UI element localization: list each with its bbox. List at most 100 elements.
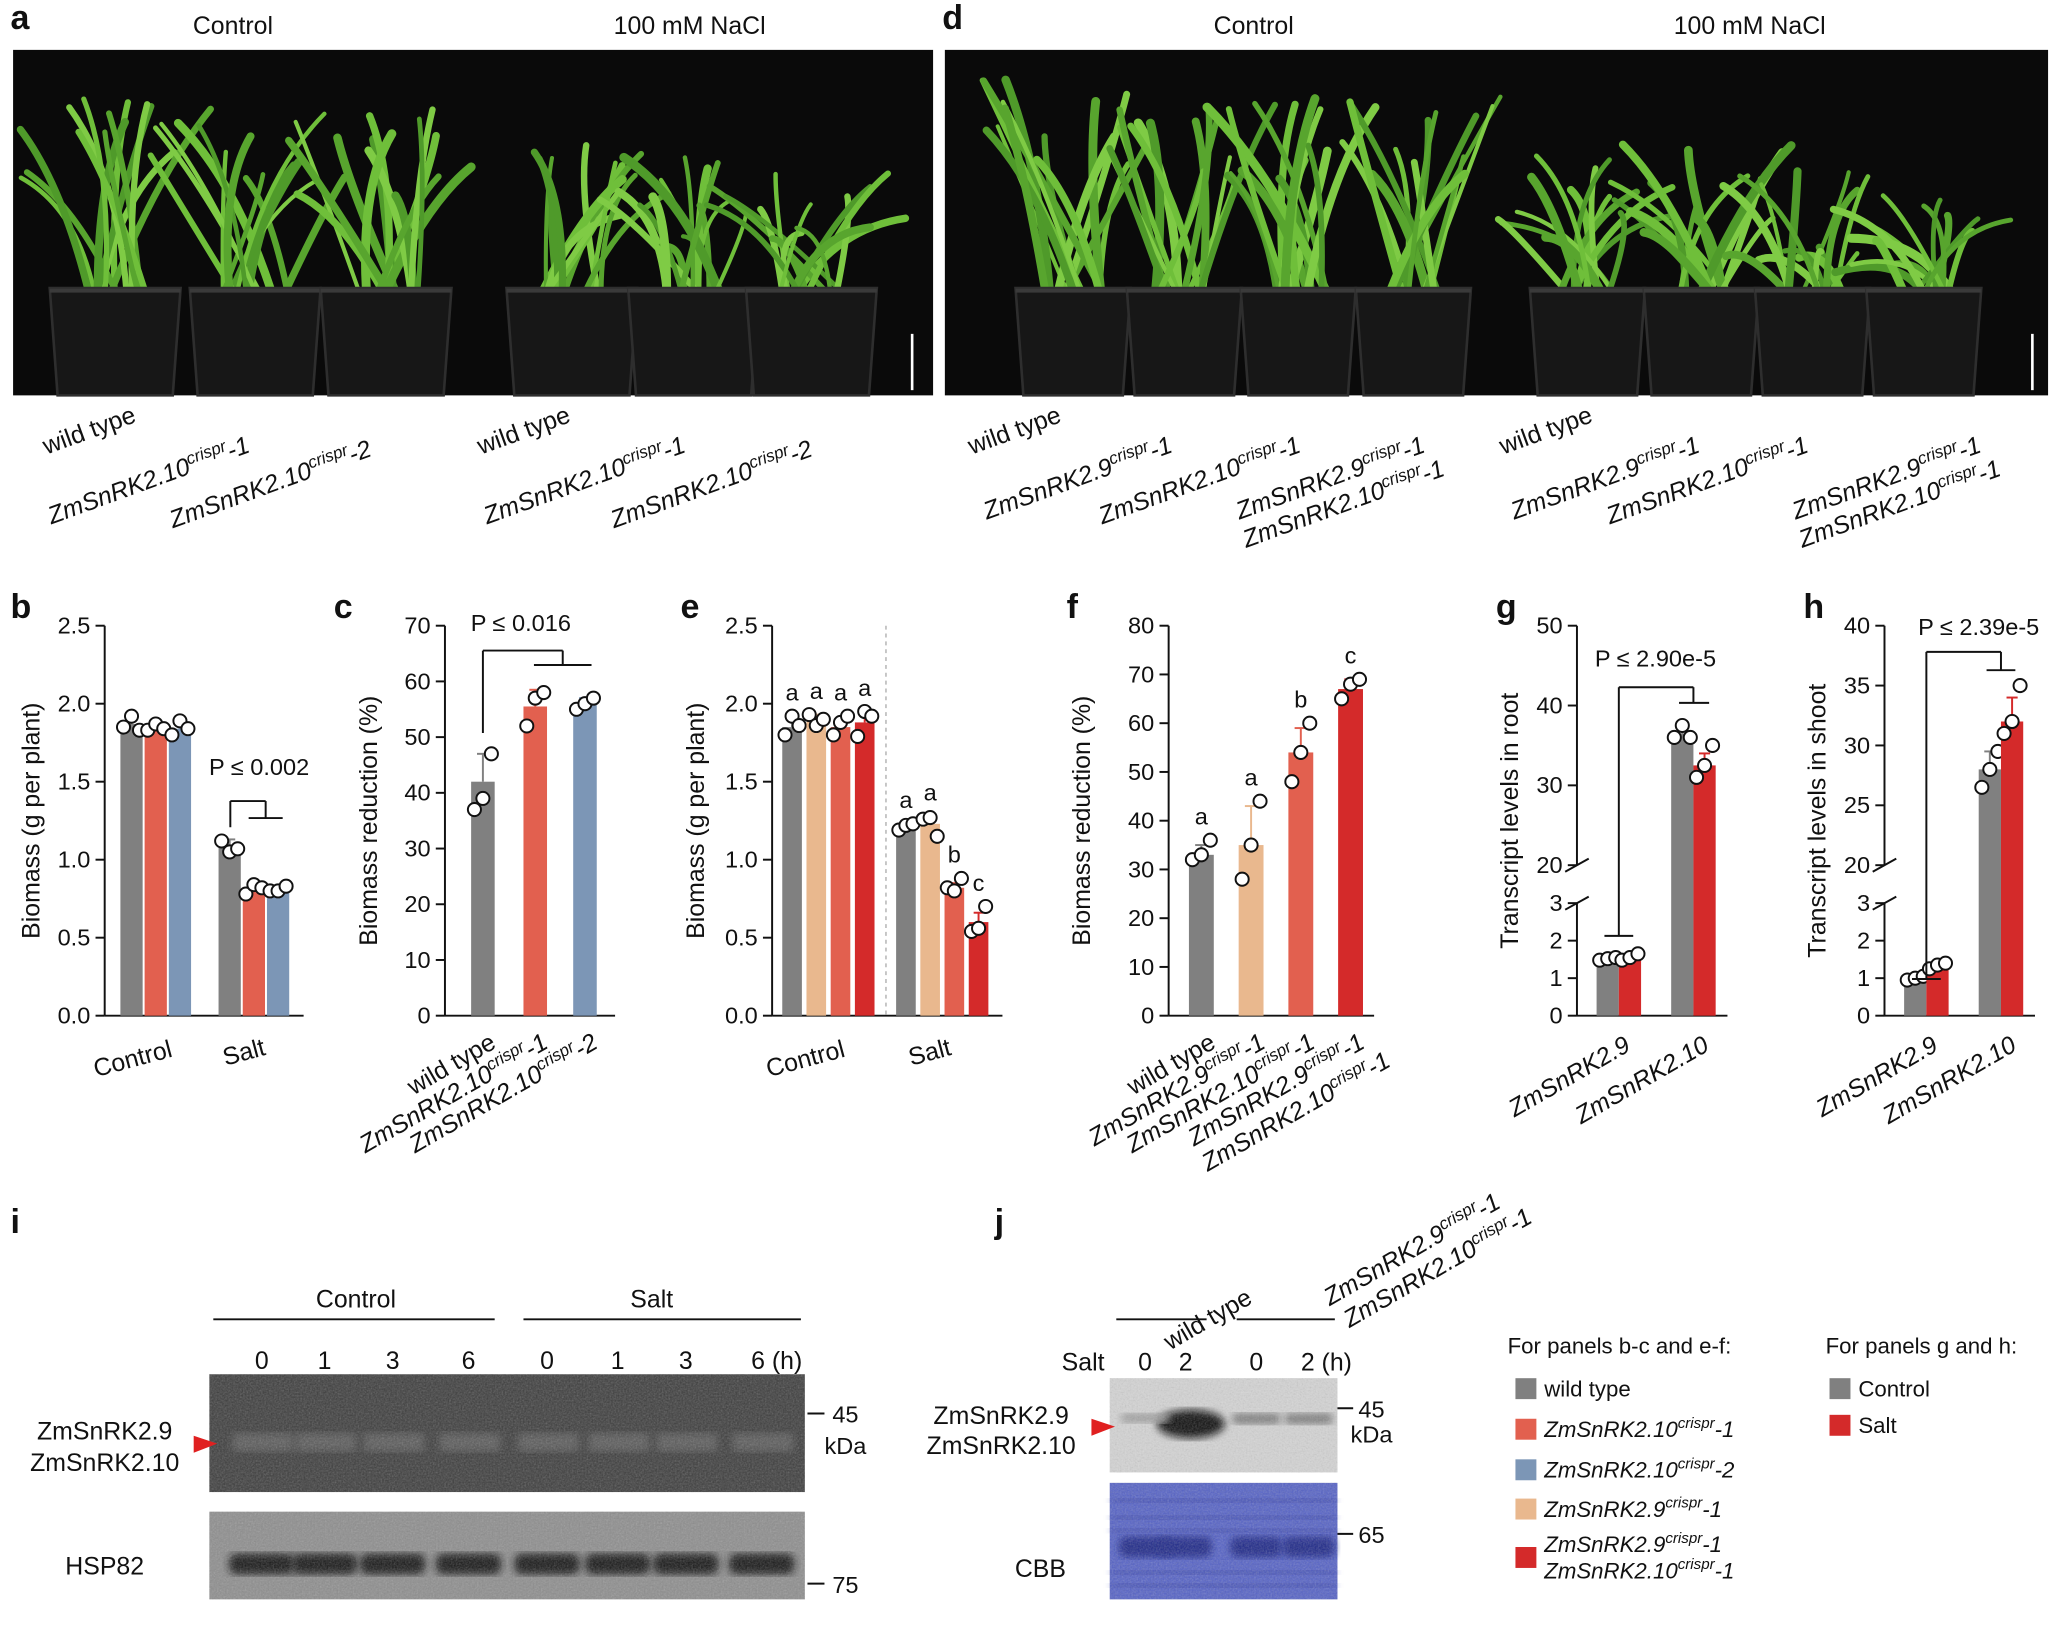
condition-label: Control	[1214, 12, 1294, 40]
label-suffix: -1	[659, 431, 689, 465]
legend-title: For panels b-c and e-f:	[1508, 1333, 1732, 1358]
protein-label: ZmSnRK2.9	[37, 1418, 172, 1446]
data-point	[214, 833, 230, 849]
leaf	[778, 202, 813, 293]
data-point	[278, 878, 294, 894]
data-point	[123, 708, 140, 724]
genotype-label: wild type	[963, 401, 1064, 461]
y-tick-label: 2.5	[58, 613, 91, 639]
y-tick-label: 0.0	[725, 1003, 758, 1029]
bar	[1338, 689, 1363, 1016]
genotype-label-group: wild type	[963, 401, 1064, 461]
leaf	[223, 132, 255, 295]
label-suffix: -1	[1673, 431, 1703, 465]
blot-texture	[1109, 1378, 1338, 1473]
leaf	[1823, 186, 1861, 295]
time-label: 0	[1138, 1348, 1152, 1376]
y-tick-label: 40	[1844, 613, 1870, 639]
data-point	[1351, 671, 1368, 687]
leaf	[1588, 165, 1601, 294]
y-tick-label: 20	[1844, 852, 1870, 878]
bar	[854, 722, 875, 1016]
leaf	[1921, 203, 1947, 294]
marker-label: kDa	[1351, 1421, 1394, 1447]
leaf	[1001, 75, 1054, 295]
arrowhead	[193, 1435, 218, 1453]
data-point	[1674, 717, 1690, 734]
leaf	[407, 106, 436, 294]
leaf	[1945, 227, 1976, 294]
y-tick-label: 40	[404, 780, 430, 806]
legend-label: wild type	[1543, 1377, 1631, 1402]
bar	[2000, 721, 2024, 1016]
protein-label: ZmSnRK2.10	[927, 1432, 1076, 1460]
data-point	[180, 721, 196, 737]
y-tick-label: 10	[404, 947, 430, 973]
label-suffix: -1	[1702, 1497, 1722, 1522]
data-point	[1666, 729, 1682, 745]
y-tick-label: 3	[1549, 890, 1562, 916]
leaf	[1305, 142, 1325, 294]
genotype-label: wild type	[1495, 401, 1596, 461]
data-point	[475, 790, 491, 806]
leaf	[1606, 210, 1627, 294]
y-axis-label: Biomass (g per plant)	[682, 703, 710, 939]
blot-texture	[209, 1511, 805, 1600]
significance-letter: c	[1345, 643, 1357, 669]
leaf	[360, 129, 397, 296]
pot	[1864, 286, 1983, 397]
y-tick-label: 30	[404, 835, 430, 861]
data-point	[1234, 871, 1250, 887]
bar	[830, 727, 851, 1016]
data-point	[536, 685, 552, 701]
leaf	[1719, 181, 1794, 295]
pot	[1239, 286, 1358, 397]
panel-letter: d	[942, 0, 963, 37]
y-tick-label: 30	[1128, 856, 1154, 882]
y-tick-label: 80	[1128, 613, 1154, 639]
legend-label: ZmSnRK2.9crispr-1	[1543, 1495, 1722, 1522]
y-tick-label: 20	[1128, 905, 1154, 931]
legend-label: ZmSnRK2.10crispr-1	[1543, 1415, 1734, 1442]
panel-letter: e	[681, 588, 700, 626]
label-superscript: crispr	[1678, 1455, 1716, 1472]
leaf	[703, 202, 801, 294]
x-tick-label-group: Salt	[220, 1033, 269, 1071]
panel-letter: h	[1803, 588, 1824, 626]
time-label: 2	[1179, 1348, 1193, 1376]
leaf	[1033, 155, 1103, 295]
time-label: 6 (h)	[751, 1347, 802, 1375]
leaf	[794, 225, 833, 293]
data-point	[1996, 725, 2012, 741]
legend-label: Control	[1858, 1377, 1930, 1402]
label-text: ZmSnRK2.10	[1543, 1558, 1678, 1583]
label-suffix: -2	[345, 435, 376, 469]
genotype-label: wild type	[473, 401, 574, 461]
time-label: 6	[462, 1347, 476, 1375]
y-tick-label: 3	[1857, 890, 1870, 916]
data-point	[922, 810, 938, 826]
genotype-label-group: wild type	[473, 401, 574, 461]
time-label: 0	[1249, 1348, 1263, 1376]
bar	[1693, 765, 1716, 1016]
x-tick-label-group: ZmSnRK2.10	[1877, 1031, 2021, 1130]
panel-letter: j	[994, 1203, 1004, 1241]
leaf	[1157, 168, 1207, 294]
data-point	[815, 711, 831, 727]
x-tick-label: Control	[90, 1035, 175, 1083]
bar	[1904, 978, 1927, 1016]
data-point	[115, 719, 132, 735]
leaf	[1410, 158, 1438, 295]
leaf	[1922, 217, 2014, 294]
condition-label: Control	[193, 12, 273, 40]
y-tick-label: 1.5	[58, 769, 91, 795]
y-tick-label: 50	[1128, 759, 1154, 785]
leaf	[381, 162, 476, 296]
data-point	[840, 708, 856, 724]
leaf	[805, 170, 892, 294]
y-tick-label: 1.0	[58, 847, 91, 873]
blot-texture	[209, 1374, 805, 1493]
data-point	[483, 746, 499, 762]
label-suffix: -1	[1504, 1203, 1537, 1238]
data-point	[1982, 761, 1998, 777]
